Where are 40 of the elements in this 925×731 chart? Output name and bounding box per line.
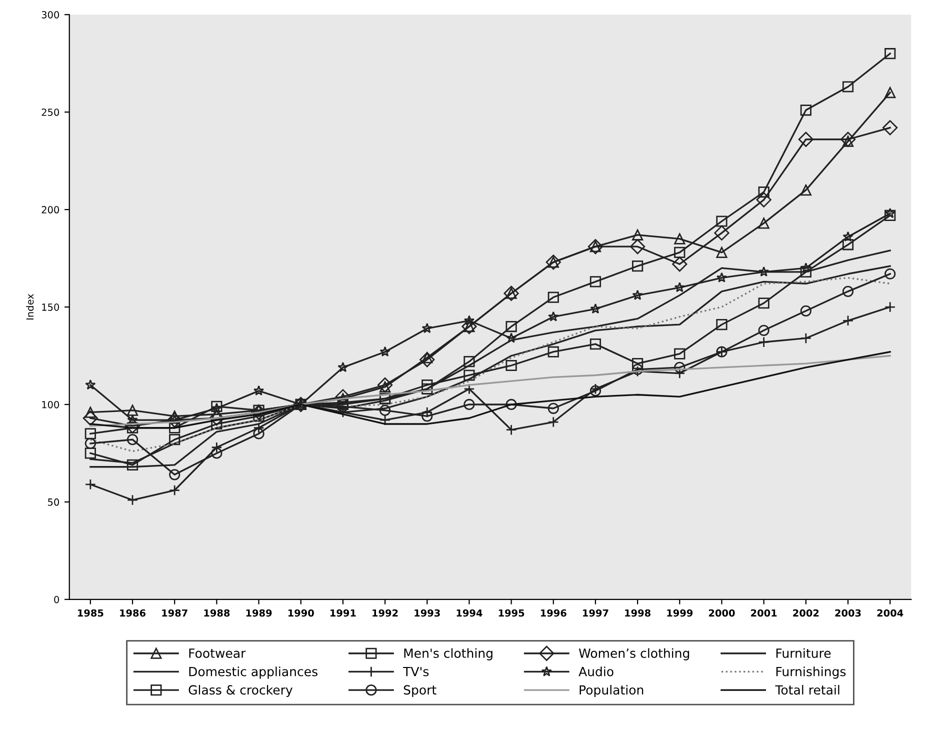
y-tick-label: 50 xyxy=(48,498,60,506)
y-tick-label: 200 xyxy=(42,206,60,214)
x-tick-label: 2000 xyxy=(708,609,735,617)
legend-label: Men's clothing xyxy=(404,648,492,660)
y-tick-label: 100 xyxy=(42,400,60,408)
x-tick-label: 1988 xyxy=(204,609,230,617)
x-tick-label: 1993 xyxy=(414,609,440,617)
x-tick-label: 1990 xyxy=(288,609,314,617)
y-tick-label: 0 xyxy=(54,596,60,604)
x-tick-label: 2003 xyxy=(835,609,861,617)
legend-label: Sport xyxy=(404,685,436,698)
x-tick-label: 1999 xyxy=(667,609,693,617)
x-tick-label: 1992 xyxy=(372,609,398,617)
x-tick-label: 2004 xyxy=(877,609,904,617)
legend-label: Footwear xyxy=(189,648,246,658)
legend-label: Women’s clothing xyxy=(578,648,690,660)
y-tick-label: 150 xyxy=(42,304,60,311)
x-tick-label: 1991 xyxy=(330,609,356,617)
legend-label: Total retail xyxy=(775,684,840,695)
x-tick-label: 1996 xyxy=(540,609,566,617)
x-tick-label: 1995 xyxy=(498,609,524,617)
x-tick-label: 1989 xyxy=(246,609,272,617)
x-tick-label: 1985 xyxy=(78,609,104,617)
x-tick-label: 2001 xyxy=(751,609,777,617)
x-tick-label: 1994 xyxy=(456,609,482,617)
legend-label: Audio xyxy=(578,666,614,676)
legend-label: Glass & crockery xyxy=(188,684,292,698)
x-tick-label: 1987 xyxy=(162,609,188,617)
legend-label: Population xyxy=(580,684,644,698)
x-tick-label: 2002 xyxy=(793,609,819,617)
x-tick-label: 1986 xyxy=(120,609,146,617)
legend-label: Furniture xyxy=(776,648,831,658)
y-axis-title: Index xyxy=(26,294,34,320)
legend-label: TV's xyxy=(403,666,429,676)
x-tick-label: 1997 xyxy=(583,609,608,617)
y-tick-label: 300 xyxy=(42,11,60,18)
y-tick-label: 250 xyxy=(42,108,60,116)
legend-label: Domestic appliances xyxy=(189,666,318,679)
legend-label: Furnishings xyxy=(776,666,846,679)
x-tick-label: 1998 xyxy=(625,609,650,617)
